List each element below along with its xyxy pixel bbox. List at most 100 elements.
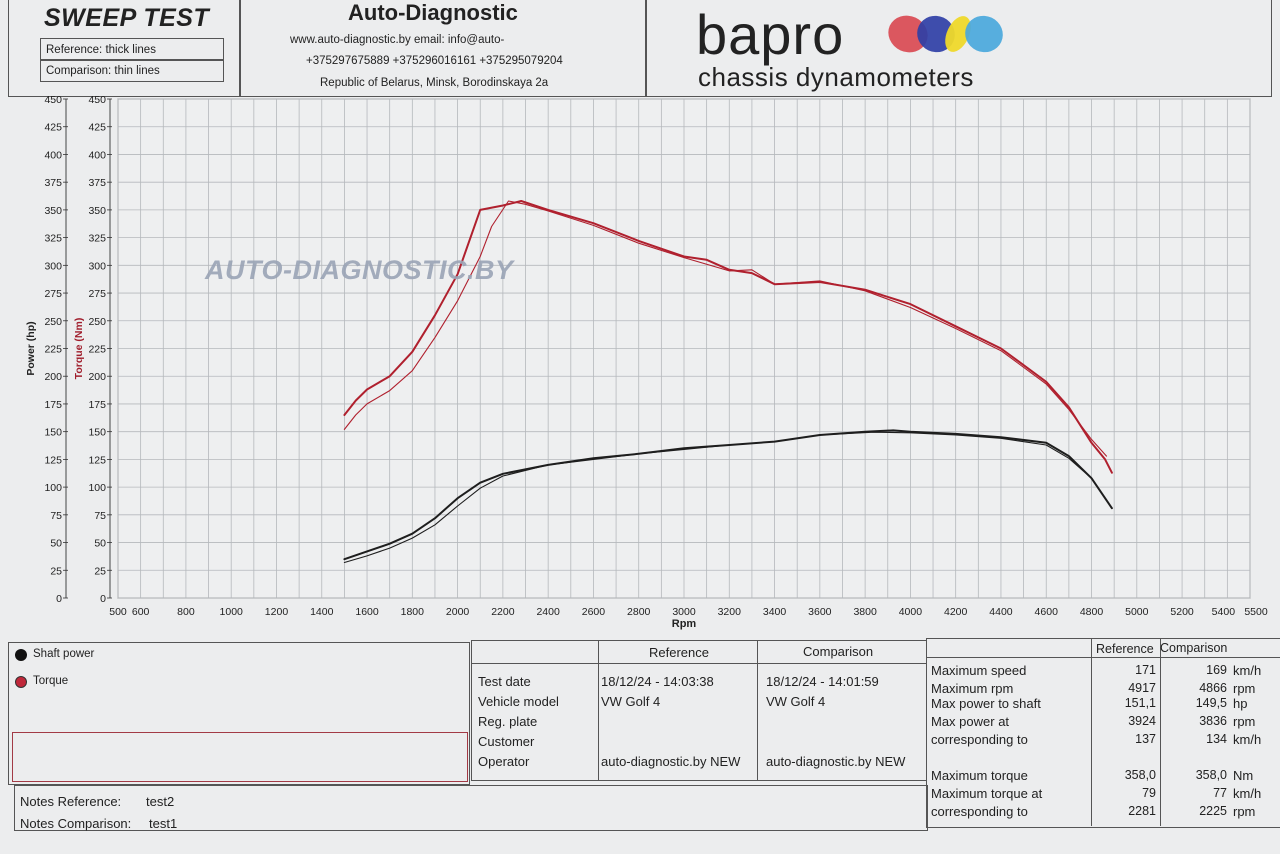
y-axis-label-power: Power (hp) <box>25 321 37 375</box>
info-col-divider-2 <box>757 640 758 781</box>
results-row-comparison: 358,0 <box>1195 768 1227 782</box>
results-row-label: Maximum speed <box>931 663 1027 678</box>
x-tick-label: 800 <box>177 606 195 618</box>
results-row-unit: rpm <box>1233 681 1256 696</box>
y-tick-label-torque: 125 <box>88 454 106 466</box>
x-tick-label: 1200 <box>265 606 289 618</box>
x-tick-label: 4400 <box>989 606 1013 618</box>
results-row-comparison: 4866 <box>1199 681 1227 695</box>
results-col-divider-2 <box>1160 638 1161 826</box>
y-tick-label-torque: 250 <box>88 316 106 328</box>
results-row-reference: 171 <box>1135 663 1156 677</box>
results-row-unit: hp <box>1233 696 1248 711</box>
y-tick-label-power: 50 <box>50 538 62 550</box>
results-row-label: Maximum torque <box>931 768 1028 783</box>
swatch-yellow <box>945 16 971 52</box>
x-tick-label: 600 <box>132 606 150 618</box>
notes-box <box>14 785 928 831</box>
results-row-comparison: 77 <box>1213 786 1227 800</box>
company-name: Auto-Diagnostic <box>348 0 518 25</box>
results-row-label: Max power to shaft <box>931 696 1041 711</box>
series-line-torque-comparison <box>343 200 1108 457</box>
x-tick-label: 3200 <box>718 606 742 618</box>
y-tick-label-torque: 450 <box>88 94 106 106</box>
y-tick-label-torque: 150 <box>88 427 106 439</box>
x-tick-label: 500 <box>109 606 127 618</box>
x-tick-label: 4800 <box>1080 606 1104 618</box>
y-tick-label-torque: 225 <box>88 344 106 356</box>
y-tick-label-power: 375 <box>44 177 62 189</box>
results-row-unit: rpm <box>1233 804 1256 819</box>
legend-dot-torque <box>15 676 27 688</box>
y-tick-label-torque: 325 <box>88 233 106 245</box>
brand-subtitle: chassis dynamometers <box>698 62 974 92</box>
x-tick-label: 4600 <box>1035 606 1059 618</box>
y-tick-label-torque: 75 <box>94 510 106 522</box>
x-tick-label: 3000 <box>672 606 696 618</box>
y-tick-label-power: 75 <box>50 510 62 522</box>
header-mid-box <box>240 0 646 97</box>
x-tick-label: 4200 <box>944 606 968 618</box>
y-tick-label-torque: 200 <box>88 371 106 383</box>
results-row-reference: 137 <box>1135 732 1156 746</box>
notes-reference-label: Notes Reference: <box>20 794 122 809</box>
results-col-reference: Reference <box>1096 642 1154 656</box>
company-phones: +375297675889 +375296016161 +37529507920… <box>306 55 563 67</box>
results-row-comparison: 169 <box>1206 663 1227 677</box>
results-row-reference: 358,0 <box>1124 768 1156 782</box>
legend-label-shaft-power: Shaft power <box>33 648 95 660</box>
notes-comparison-value: test1 <box>149 816 178 831</box>
results-row-reference: 3924 <box>1128 714 1156 728</box>
y-tick-label-power: 125 <box>44 454 62 466</box>
y-tick-label-power: 0 <box>56 593 62 605</box>
y-tick-label-power: 400 <box>44 149 62 161</box>
y-tick-label-power: 225 <box>44 344 62 356</box>
results-row-reference: 151,1 <box>1124 696 1156 710</box>
results-row-unit: rpm <box>1233 714 1256 729</box>
x-tick-label: 3800 <box>853 606 877 618</box>
x-tick-label: 2600 <box>582 606 606 618</box>
info-row-reference: auto-diagnostic.by NEW <box>601 754 741 769</box>
results-row-comparison: 134 <box>1206 732 1227 746</box>
legend-inner-red-box <box>12 732 468 782</box>
brand-color-swatches <box>888 15 1003 53</box>
results-row-label: corresponding to <box>931 732 1028 747</box>
swatch-lightblue <box>965 15 1003 53</box>
notes-comparison-label: Notes Comparison: <box>20 816 132 831</box>
y-tick-label-power: 300 <box>44 260 62 272</box>
x-tick-label: 5400 <box>1212 606 1236 618</box>
y-tick-label-power: 250 <box>44 316 62 328</box>
x-tick-label: 4000 <box>899 606 923 618</box>
info-row-comparison: 18/12/24 - 14:01:59 <box>766 674 879 689</box>
y-tick-label-torque: 275 <box>88 288 106 300</box>
y-tick-label-power: 425 <box>44 122 62 134</box>
x-tick-label: 1000 <box>220 606 244 618</box>
x-tick-label: 2200 <box>491 606 515 618</box>
results-table <box>926 638 1280 828</box>
results-row-comparison: 3836 <box>1199 714 1227 728</box>
y-tick-label-torque: 400 <box>88 149 106 161</box>
y-tick-label-torque: 350 <box>88 205 106 217</box>
swatch-red <box>888 15 928 53</box>
y-axis-label-torque: Torque (Nm) <box>73 318 85 380</box>
y-tick-label-torque: 300 <box>88 260 106 272</box>
results-row-reference: 2281 <box>1128 804 1156 818</box>
x-tick-label: 1800 <box>401 606 425 618</box>
results-row-unit: Nm <box>1233 768 1254 783</box>
info-header-line <box>471 663 927 664</box>
info-row-comparison: auto-diagnostic.by NEW <box>766 754 906 769</box>
info-row-label: Customer <box>478 734 535 749</box>
sweep-test-title: SWEEP TEST <box>44 4 210 32</box>
x-tick-label: 1400 <box>310 606 334 618</box>
x-tick-label: 5000 <box>1125 606 1149 618</box>
x-tick-label: 5500 <box>1244 606 1268 618</box>
info-row-label: Vehicle model <box>478 694 559 709</box>
info-col-comparison: Comparison <box>803 644 874 659</box>
results-row-comparison: 149,5 <box>1195 696 1227 710</box>
y-tick-label-torque: 25 <box>94 565 106 577</box>
info-row-label: Operator <box>478 754 530 769</box>
y-tick-label-power: 350 <box>44 205 62 217</box>
results-header-line <box>926 657 1280 658</box>
results-row-label: Maximum torque at <box>931 786 1043 801</box>
y-tick-label-torque: 50 <box>94 538 106 550</box>
